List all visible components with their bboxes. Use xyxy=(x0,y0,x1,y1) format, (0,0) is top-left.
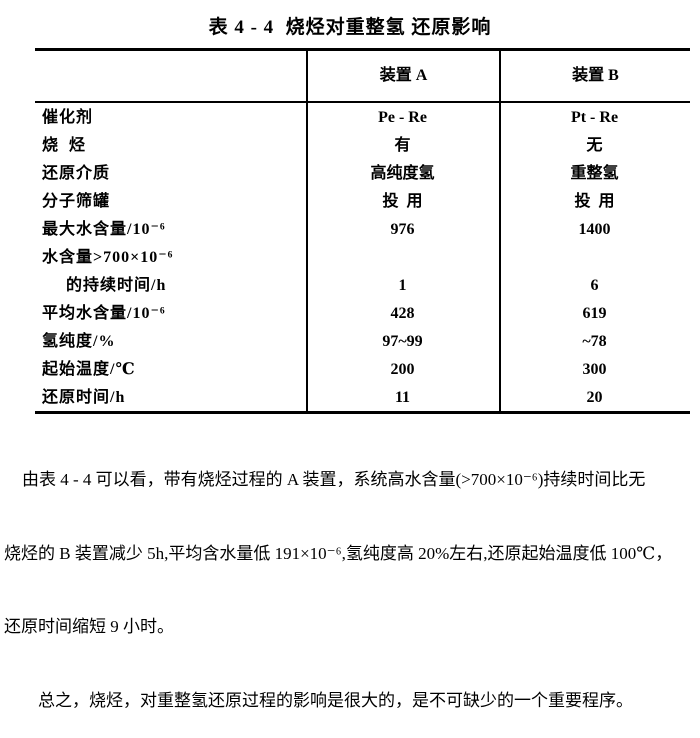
column-header-unit-b: 装置 B xyxy=(572,67,619,84)
paragraph-line: 还原时间缩短 9 小时。 xyxy=(4,617,174,636)
table-row: 氢纯度/% 97~99 ~78 xyxy=(35,328,690,356)
row-value-a: 投 用 xyxy=(382,193,423,210)
row-value-a: 高纯度氢 xyxy=(370,165,435,182)
row-value-a: 976 xyxy=(390,221,415,238)
table-row: 分子筛罐 投 用 投 用 xyxy=(35,188,690,216)
row-label: 水含量>700×10⁻⁶ xyxy=(42,249,174,266)
row-value-b: 1400 xyxy=(578,221,611,238)
row-value-a: 97~99 xyxy=(382,333,423,350)
row-value-a: 有 xyxy=(394,137,411,154)
row-value-a: Pe - Re xyxy=(378,109,427,126)
table-row: 起始温度/℃ 200 300 xyxy=(35,356,690,384)
row-label: 催化剂 xyxy=(42,109,94,126)
row-value-b xyxy=(499,244,690,272)
table-row: 烧 烃 有 无 xyxy=(35,132,690,160)
row-value-a xyxy=(306,244,499,272)
row-label: 的持续时间/h xyxy=(66,277,167,294)
table-vertical-rule-1 xyxy=(306,51,308,411)
paragraph-line: 由表 4 - 4 可以看，带有烧烃过程的 A 装置，系统高水含量(>700×10… xyxy=(22,470,646,489)
row-label: 分子筛罐 xyxy=(42,193,111,210)
row-label: 还原介质 xyxy=(42,165,111,182)
row-value-b: ~78 xyxy=(582,333,607,350)
row-value-b: 投 用 xyxy=(574,193,615,210)
row-value-b: Pt - Re xyxy=(570,109,619,126)
body-text: 由表 4 - 4 可以看，带有烧烃过程的 A 装置，系统高水含量(>700×10… xyxy=(4,419,698,738)
paragraph-line: 总之，烧烃，对重整氢还原过程的影响是很大的，是不可缺少的一个重要程序。 xyxy=(38,690,633,710)
row-value-b: 无 xyxy=(586,137,603,154)
table-vertical-rule-2 xyxy=(499,51,501,411)
table-row: 催化剂 Pe - Re Pt - Re xyxy=(35,104,690,132)
row-label: 起始温度/℃ xyxy=(42,361,136,378)
table-row: 水含量>700×10⁻⁶ xyxy=(35,244,690,272)
table-header-rule xyxy=(35,101,690,103)
row-label: 平均水含量/10⁻⁶ xyxy=(42,305,166,322)
table-row: 平均水含量/10⁻⁶ 428 619 xyxy=(35,300,690,328)
row-value-a: 200 xyxy=(390,361,415,378)
scanned-document-page: { "title": "表 4 - 4 烧烃对重整氢 还原影响", "table… xyxy=(4,17,690,710)
row-label: 还原时间/h xyxy=(42,389,126,406)
row-value-b: 20 xyxy=(586,389,603,406)
row-value-b: 619 xyxy=(582,305,607,322)
table-row: 还原介质 高纯度氢 重整氢 xyxy=(35,160,690,188)
row-value-b: 重整氢 xyxy=(570,165,619,182)
row-label: 最大水含量/10⁻⁶ xyxy=(42,221,166,238)
paragraph-line: 烧烃的 B 装置减少 5h,平均含水量低 191×10⁻⁶,氢纯度高 20%左右… xyxy=(4,543,673,563)
table-row: 的持续时间/h 1 6 xyxy=(35,272,690,300)
row-value-a: 428 xyxy=(390,305,415,322)
row-value-a: 11 xyxy=(394,389,411,406)
row-label: 氢纯度/% xyxy=(42,333,116,350)
table-title: 表 4 - 4 烧烃对重整氢 还原影响 xyxy=(208,17,492,38)
table-top-rule xyxy=(35,48,690,51)
table-row: 还原时间/h 11 20 xyxy=(35,384,690,412)
column-header-unit-a: 装置 A xyxy=(379,67,428,84)
table-body: 催化剂 Pe - Re Pt - Re 烧 烃 有 无 还原介质 高纯度氢 重整… xyxy=(35,104,690,412)
row-value-a: 1 xyxy=(398,277,407,294)
row-value-b: 6 xyxy=(590,277,599,294)
table-bottom-rule xyxy=(35,411,690,414)
row-value-b: 300 xyxy=(582,361,607,378)
table-row: 最大水含量/10⁻⁶ 976 1400 xyxy=(35,216,690,244)
row-label: 烧 烃 xyxy=(42,137,87,154)
